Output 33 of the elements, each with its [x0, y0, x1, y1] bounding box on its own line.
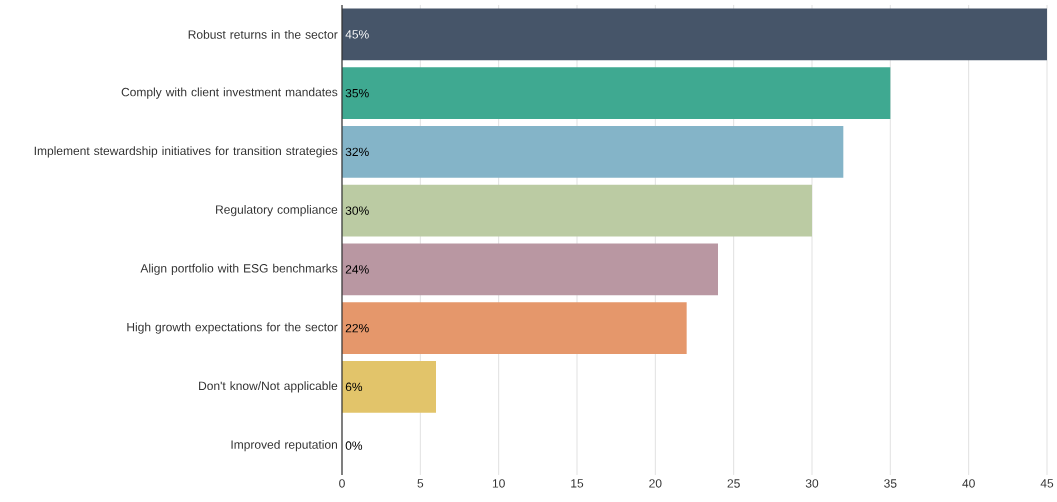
x-tick-label: 30 [805, 479, 819, 488]
x-tick-label: 20 [649, 479, 662, 488]
data-label: 22% [345, 323, 369, 333]
data-label: 35% [345, 88, 369, 98]
bar [342, 67, 891, 119]
y-tick-label: Implement stewardship initiatives for transition strategies [34, 146, 338, 158]
x-tick-label: 10 [492, 479, 505, 488]
x-tick-label: 45 [1040, 479, 1054, 488]
bar [342, 8, 1047, 61]
y-tick-label: Comply with client investment mandates [121, 87, 338, 99]
y-tick-label: Robust returns in the sector [188, 29, 338, 39]
y-tick-label: Align portfolio with ESG benchmarks [140, 263, 338, 275]
y-tick-label: Improved reputation [231, 440, 337, 452]
bar [342, 361, 436, 413]
data-label: 24% [345, 265, 369, 274]
bar [342, 126, 844, 178]
bar [342, 302, 687, 354]
y-tick-label: High growth expectations for the sector [127, 322, 338, 334]
y-tick-label: Don't know/Not applicable [199, 381, 338, 393]
data-label: 30% [345, 206, 369, 215]
x-tick-label: 35 [884, 479, 897, 488]
x-tick-label: 5 [417, 479, 424, 488]
data-label: 45% [345, 30, 369, 39]
data-label: 0% [345, 441, 363, 450]
x-tick-label: 40 [962, 479, 975, 488]
x-tick-label: 25 [727, 479, 740, 488]
data-label: 32% [345, 147, 369, 157]
bar [342, 184, 812, 237]
data-label: 6% [345, 382, 363, 392]
x-tick-label: 15 [571, 479, 584, 488]
y-tick-label: Regulatory compliance [216, 205, 338, 217]
bar [342, 243, 718, 296]
x-tick-label: 0 [339, 479, 345, 488]
